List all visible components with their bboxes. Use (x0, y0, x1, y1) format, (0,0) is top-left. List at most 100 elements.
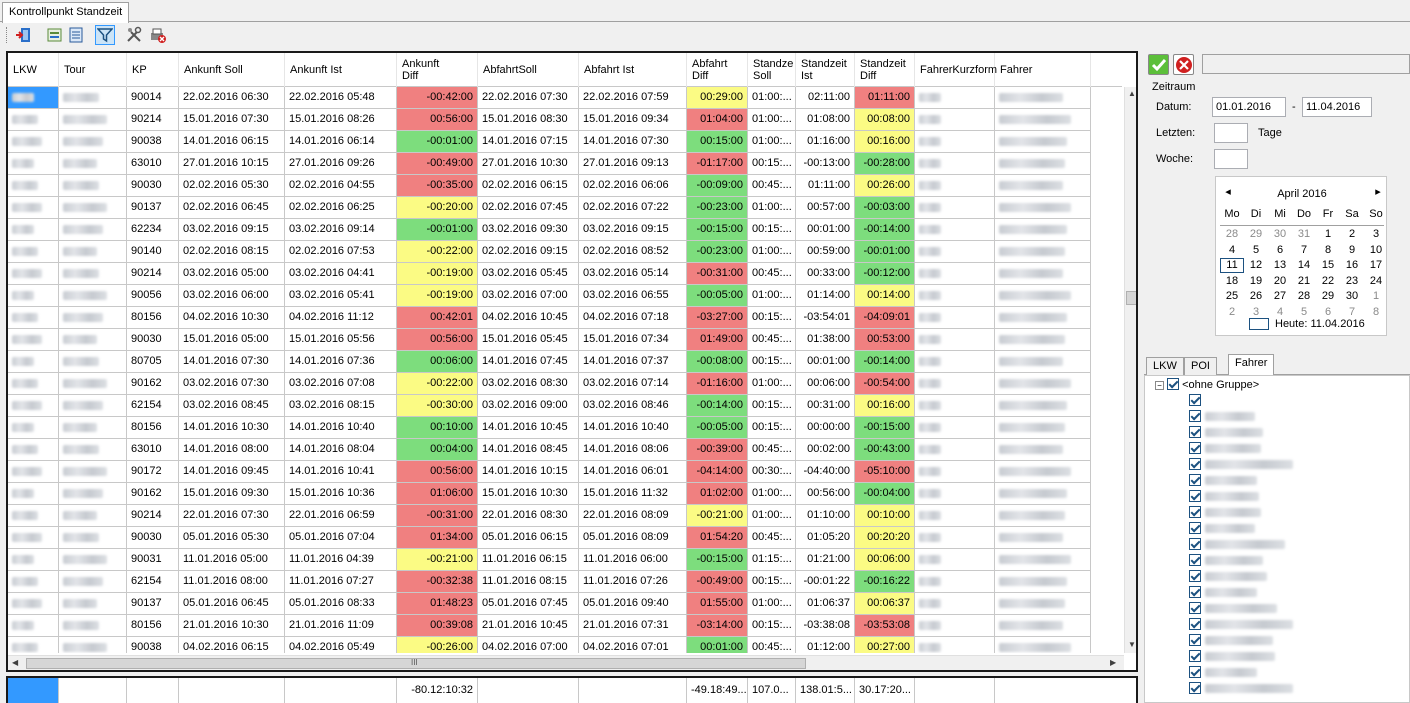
calendar-day[interactable]: 3 (1372, 228, 1380, 240)
cell-fahrer-kurzform[interactable] (915, 197, 995, 219)
cell-abfahrt-diff[interactable]: 01:55:00 (687, 593, 748, 615)
cell-ankunft-soll[interactable]: 03.02.2016 05:00 (179, 263, 285, 285)
cell-tour[interactable] (59, 351, 127, 373)
cell-fahrer[interactable] (995, 307, 1091, 329)
cell-standzeit-soll[interactable]: 00:15:... (748, 219, 796, 241)
cell-tour[interactable] (59, 329, 127, 351)
cell-kp[interactable]: 90014 (127, 87, 179, 109)
date-from-input[interactable]: 01.01.2016 (1212, 97, 1286, 117)
cell-ankunft-soll[interactable]: 14.01.2016 08:00 (179, 439, 285, 461)
cell-abfahrt-ist[interactable]: 22.02.2016 07:59 (579, 87, 687, 109)
cell-abfahrt-ist[interactable]: 05.01.2016 09:40 (579, 593, 687, 615)
table-row[interactable]: 90214 03.02.2016 05:00 03.02.2016 04:41 -00… (8, 263, 1122, 285)
print-icon[interactable] (148, 25, 168, 45)
cell-kp[interactable]: 90031 (127, 549, 179, 571)
column-header-tour[interactable]: Tour (59, 53, 127, 87)
table-row[interactable]: 90214 15.01.2016 07:30 15.01.2016 08:26 00:… (8, 109, 1122, 131)
cell-standzeit-soll[interactable]: 01:00:... (748, 285, 796, 307)
cell-abfahrt-diff[interactable]: -00:09:00 (687, 175, 748, 197)
cell-standzeit-diff[interactable]: -00:16:22 (855, 571, 915, 593)
calendar-day[interactable]: 7 (1348, 305, 1356, 318)
cell-standzeit-soll[interactable]: 00:45:... (748, 439, 796, 461)
cell-kp[interactable]: 62234 (127, 219, 179, 241)
cell-kp[interactable]: 62154 (127, 571, 179, 593)
cell-tour[interactable] (59, 417, 127, 439)
cell-abfahrt-ist[interactable]: 02.02.2016 06:06 (579, 175, 687, 197)
cell-tour[interactable] (59, 373, 127, 395)
cell-fahrer-kurzform[interactable] (915, 505, 995, 527)
cell-standzeit-ist[interactable]: 01:08:00 (796, 109, 855, 131)
cell-standzeit-diff[interactable]: -00:15:00 (855, 417, 915, 439)
cell-fahrer[interactable] (995, 417, 1091, 439)
cell-standzeit-ist[interactable]: -00:01:22 (796, 571, 855, 593)
cell-fahrer[interactable] (995, 241, 1091, 263)
tree-item[interactable] (1189, 554, 1263, 570)
cell-abfahrt-soll[interactable]: 14.01.2016 07:15 (478, 131, 579, 153)
cell-standzeit-soll[interactable]: 00:45:... (748, 175, 796, 197)
checkbox-icon[interactable] (1189, 554, 1201, 566)
cell-ankunft-ist[interactable]: 27.01.2016 09:26 (285, 153, 397, 175)
cell-fahrer[interactable] (995, 505, 1091, 527)
calendar-day[interactable]: 11 (1220, 258, 1244, 273)
table-row[interactable]: 90162 03.02.2016 07:30 03.02.2016 07:08 -00… (8, 373, 1122, 395)
cell-ankunft-diff[interactable]: 00:56:00 (397, 461, 478, 483)
collapse-icon[interactable]: − (1155, 381, 1164, 390)
tree-item[interactable] (1189, 410, 1255, 426)
cell-abfahrt-ist[interactable]: 04.02.2016 07:18 (579, 307, 687, 329)
cell-ankunft-ist[interactable]: 03.02.2016 08:15 (285, 395, 397, 417)
cell-abfahrt-diff[interactable]: -00:05:00 (687, 285, 748, 307)
cell-tour[interactable] (59, 571, 127, 593)
table-row[interactable]: 90162 15.01.2016 09:30 15.01.2016 10:36 01:… (8, 483, 1122, 505)
cell-ankunft-soll[interactable]: 04.02.2016 06:15 (179, 637, 285, 653)
cell-fahrer-kurzform[interactable] (915, 527, 995, 549)
calendar-day[interactable]: 30 (1345, 290, 1359, 302)
cell-tour[interactable] (59, 153, 127, 175)
cell-fahrer[interactable] (995, 263, 1091, 285)
cell-standzeit-diff[interactable]: -04:09:01 (855, 307, 915, 329)
cell-ankunft-diff[interactable]: 00:56:00 (397, 329, 478, 351)
cell-ankunft-diff[interactable]: -00:35:00 (397, 175, 478, 197)
cell-lkw[interactable] (8, 527, 59, 549)
cell-fahrer-kurzform[interactable] (915, 395, 995, 417)
cell-lkw[interactable] (8, 109, 59, 131)
checkbox-icon[interactable] (1189, 570, 1201, 582)
cell-abfahrt-diff[interactable]: -00:23:00 (687, 241, 748, 263)
cell-ankunft-diff[interactable]: 00:10:00 (397, 417, 478, 439)
cell-lkw[interactable] (8, 241, 59, 263)
calendar-day[interactable]: 21 (1297, 274, 1311, 287)
cell-kp[interactable]: 63010 (127, 439, 179, 461)
table-row[interactable]: 90030 05.01.2016 05:30 05.01.2016 07:04 01:… (8, 527, 1122, 549)
cell-abfahrt-soll[interactable]: 03.02.2016 05:45 (478, 263, 579, 285)
cell-abfahrt-diff[interactable]: -03:14:00 (687, 615, 748, 637)
cell-standzeit-diff[interactable]: -00:43:00 (855, 439, 915, 461)
cell-fahrer-kurzform[interactable] (915, 329, 995, 351)
tree-item[interactable] (1189, 618, 1293, 634)
cell-ankunft-ist[interactable]: 22.01.2016 06:59 (285, 505, 397, 527)
cell-ankunft-diff[interactable]: -00:01:00 (397, 131, 478, 153)
tree-item[interactable] (1189, 602, 1277, 618)
calendar-day[interactable]: 2 (1228, 305, 1236, 318)
cell-fahrer-kurzform[interactable] (915, 285, 995, 307)
table-row[interactable]: 90014 22.02.2016 06:30 22.02.2016 05:48 -00… (8, 87, 1122, 109)
cell-ankunft-ist[interactable]: 04.02.2016 11:12 (285, 307, 397, 329)
cell-abfahrt-diff[interactable]: -00:14:00 (687, 395, 748, 417)
table-row[interactable]: 80156 14.01.2016 10:30 14.01.2016 10:40 00:… (8, 417, 1122, 439)
tree-item[interactable] (1189, 570, 1267, 586)
checkbox-icon[interactable] (1189, 538, 1201, 550)
tree-item[interactable] (1189, 522, 1255, 538)
cell-fahrer[interactable] (995, 219, 1091, 241)
cell-fahrer-kurzform[interactable] (915, 263, 995, 285)
cell-standzeit-diff[interactable]: 01:11:00 (855, 87, 915, 109)
checkbox-icon[interactable] (1189, 506, 1201, 518)
cell-ankunft-diff[interactable]: -00:01:00 (397, 219, 478, 241)
cell-ankunft-soll[interactable]: 27.01.2016 10:15 (179, 153, 285, 175)
cell-abfahrt-ist[interactable]: 03.02.2016 07:14 (579, 373, 687, 395)
cell-tour[interactable] (59, 87, 127, 109)
cell-fahrer[interactable] (995, 395, 1091, 417)
cell-abfahrt-ist[interactable]: 11.01.2016 07:26 (579, 571, 687, 593)
cell-ankunft-ist[interactable]: 02.02.2016 07:53 (285, 241, 397, 263)
calendar-day[interactable]: 9 (1348, 243, 1356, 256)
cell-lkw[interactable] (8, 329, 59, 351)
cell-fahrer[interactable] (995, 131, 1091, 153)
cell-ankunft-diff[interactable]: -00:22:00 (397, 241, 478, 263)
